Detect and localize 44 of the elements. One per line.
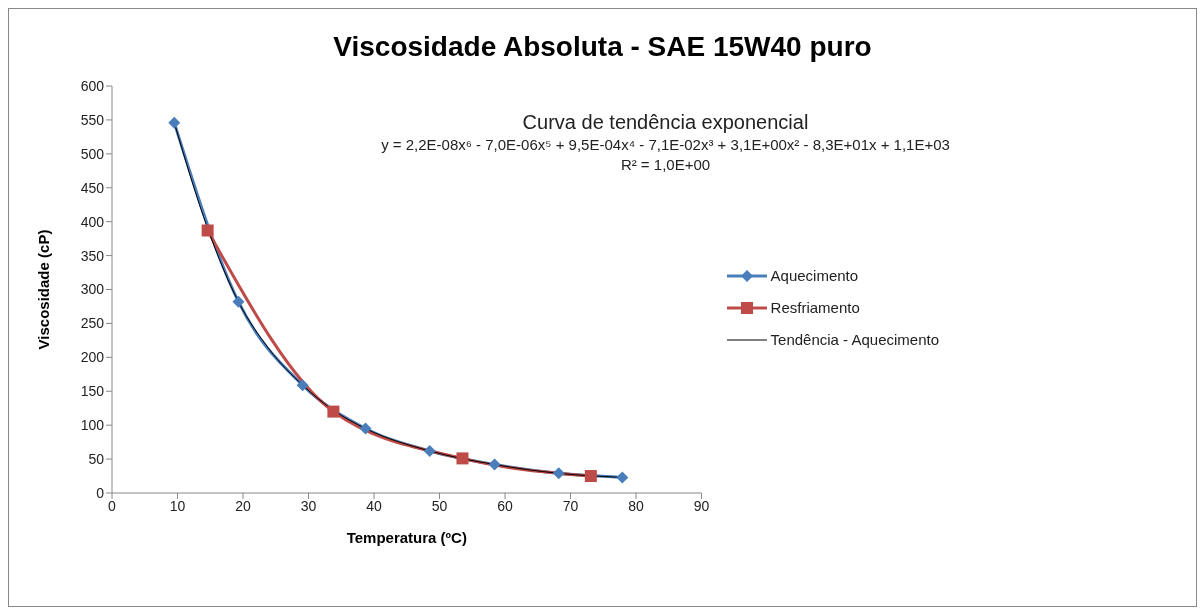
- annotation: R² = 1,0E+00: [619, 155, 712, 175]
- point: [201, 224, 214, 237]
- y-tick-label: 600: [80, 77, 105, 94]
- point: [327, 405, 340, 418]
- legend-label: Aquecimento: [770, 267, 859, 284]
- legend-label: Tendência - Aquecimento: [770, 331, 939, 348]
- x-axis-title: Temperatura (ºC): [346, 529, 467, 546]
- point: [584, 470, 597, 483]
- y-tick-label: 0: [96, 484, 105, 501]
- x-tick-label: 70: [562, 497, 579, 514]
- annotation: y = 2,2E-08x⁶ - 7,0E-06x⁵ + 9,5E-04x⁴ - 7,1E-02x³ + 3,1E+00x² - 8,3E+01x + 1,1E+03: [380, 135, 951, 155]
- x-tick-label: 10: [169, 497, 186, 514]
- y-tick-label: 150: [80, 383, 105, 400]
- y-tick-label: 450: [80, 179, 105, 196]
- y-tick-label: 500: [80, 145, 105, 162]
- y-tick-label: 50: [88, 451, 105, 468]
- x-tick-label: 0: [108, 497, 117, 514]
- y-tick-label: 200: [80, 349, 105, 366]
- point: [423, 444, 436, 457]
- point: [359, 422, 372, 435]
- y-tick-label: 350: [80, 247, 105, 264]
- y-tick-label: 400: [80, 213, 105, 230]
- y-axis-title: Viscosidade (cP): [35, 229, 53, 350]
- legend-label: Resfriamento: [770, 299, 860, 316]
- point: [488, 458, 501, 471]
- point: [296, 379, 309, 392]
- annotation: Curva de tendência exponencial: [521, 110, 810, 135]
- y-tick-label: 550: [80, 111, 105, 128]
- point: [616, 471, 629, 484]
- x-tick-label: 60: [497, 497, 514, 514]
- point: [552, 467, 565, 480]
- point: [168, 116, 181, 129]
- x-tick-label: 40: [366, 497, 383, 514]
- x-tick-label: 50: [431, 497, 448, 514]
- x-tick-label: 90: [693, 497, 710, 514]
- y-tick-label: 250: [80, 315, 105, 332]
- point: [456, 452, 469, 465]
- y-tick-label: 300: [80, 281, 105, 298]
- x-tick-label: 20: [235, 497, 252, 514]
- point: [232, 295, 245, 308]
- x-tick-label: 80: [628, 497, 645, 514]
- chart-title: Viscosidade Absoluta - SAE 15W40 puro: [332, 31, 873, 63]
- x-tick-label: 30: [300, 497, 317, 514]
- y-tick-label: 100: [80, 417, 105, 434]
